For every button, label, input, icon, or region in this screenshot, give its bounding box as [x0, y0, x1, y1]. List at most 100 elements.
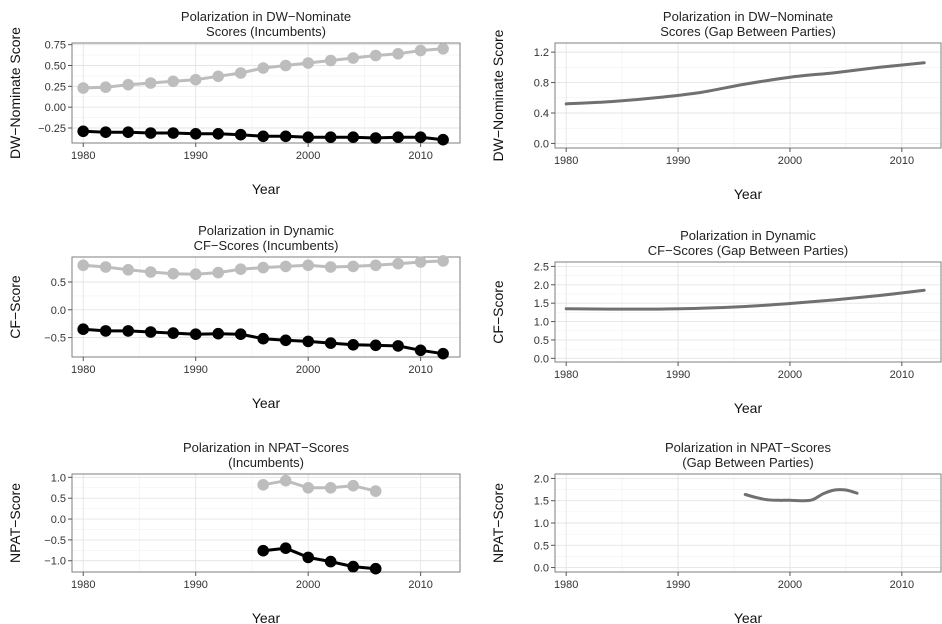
data-point [99, 81, 112, 93]
data-point [77, 125, 89, 138]
chart-subtitle: CF−Scores (Incumbents) [194, 238, 339, 253]
data-point [347, 560, 360, 573]
data-point [257, 261, 270, 274]
series-2 [257, 542, 382, 575]
plot-border [71, 42, 461, 144]
data-point [122, 264, 134, 276]
x-tick-label: 2010 [890, 369, 914, 381]
data-point [122, 78, 134, 91]
data-point [77, 323, 89, 336]
y-tick-label: 0.0 [534, 563, 549, 575]
x-axis-label: Year [734, 400, 763, 416]
chart-panel-5: Polarization in NPAT−Scores(Incumbents) 1… [7, 440, 461, 624]
series-line [564, 61, 926, 106]
x-tick-label: 1990 [183, 150, 207, 162]
data-point [77, 259, 89, 272]
data-point [234, 263, 247, 276]
series-1 [257, 474, 382, 497]
x-tick-label: 1990 [666, 155, 690, 167]
data-point [144, 266, 157, 278]
x-tick-label: 1980 [71, 364, 95, 376]
x-tick-label: 2010 [408, 150, 432, 162]
data-point [369, 339, 382, 352]
x-tick-label: 2000 [296, 579, 320, 591]
data-point [279, 130, 292, 143]
data-point [167, 327, 179, 339]
data-point [302, 131, 315, 143]
data-point [167, 75, 179, 88]
chart-title: Polarization in DW−Nominate [181, 9, 351, 24]
data-point [369, 259, 382, 272]
x-tick-label: 2000 [778, 155, 802, 167]
y-axis-label: DW−Nominate Score [7, 27, 23, 159]
data-point [279, 334, 292, 347]
data-point [144, 326, 157, 338]
x-tick-label: 2000 [296, 150, 320, 162]
data-point [369, 562, 382, 575]
y-tick-label: 0.0 [534, 353, 549, 365]
y-tick-label: 2.0 [534, 473, 549, 485]
data-point [347, 131, 360, 143]
data-point [167, 127, 179, 139]
data-point [167, 267, 179, 280]
series-2 [77, 323, 449, 360]
data-point [257, 130, 270, 143]
data-point [414, 44, 427, 57]
data-point [302, 335, 315, 348]
y-tick-label: 0.5 [534, 540, 549, 552]
data-point [189, 328, 202, 341]
series-2 [77, 125, 449, 146]
data-point [234, 67, 247, 79]
y-tick-label: 1.0 [534, 518, 549, 530]
y-tick-label: −0.5 [44, 333, 66, 345]
data-point [189, 73, 202, 86]
data-point [347, 479, 360, 492]
data-point [324, 131, 337, 143]
y-tick-label: 1.2 [534, 47, 549, 59]
chart-subtitle: Scores (Incumbents) [206, 24, 326, 39]
data-point [279, 542, 292, 554]
data-point [324, 54, 337, 67]
data-point [189, 128, 202, 140]
x-axis-label: Year [734, 186, 763, 202]
data-point [302, 551, 315, 564]
data-point [144, 127, 157, 139]
series-1 [77, 43, 449, 94]
y-tick-label: 0.50 [45, 61, 66, 73]
plot-border [71, 473, 461, 573]
data-point [414, 344, 427, 357]
data-point [279, 474, 292, 487]
y-axis-label: CF−Score [7, 275, 23, 339]
data-point [212, 128, 224, 140]
chart-subtitle: (Incumbents) [228, 455, 304, 470]
data-point [324, 555, 337, 568]
chart-title: Polarization in Dynamic [198, 223, 334, 238]
data-point [437, 43, 449, 55]
data-point [437, 255, 449, 267]
y-tick-label: 2.0 [534, 280, 549, 292]
data-point [347, 339, 360, 351]
data-point [369, 132, 382, 144]
data-point [279, 260, 292, 273]
data-point [414, 131, 427, 143]
x-tick-label: 2000 [778, 579, 802, 591]
data-point [392, 48, 404, 60]
data-point [347, 52, 360, 64]
x-tick-label: 1980 [554, 155, 578, 167]
data-point [414, 256, 427, 268]
y-tick-label: 2.5 [534, 261, 549, 273]
series-1 [743, 488, 859, 503]
series-1 [564, 61, 926, 106]
x-axis-label: Year [734, 610, 763, 624]
y-axis-label: DW−Nominate Score [490, 29, 506, 161]
chart-panel-6: Polarization in NPAT−Scores(Gap Between … [490, 440, 942, 624]
data-point [392, 257, 404, 270]
data-point [144, 77, 157, 89]
data-point [122, 325, 134, 337]
x-tick-label: 2000 [296, 364, 320, 376]
data-point [99, 261, 112, 273]
y-tick-label: 0.5 [51, 277, 66, 289]
x-tick-label: 1980 [71, 579, 95, 591]
